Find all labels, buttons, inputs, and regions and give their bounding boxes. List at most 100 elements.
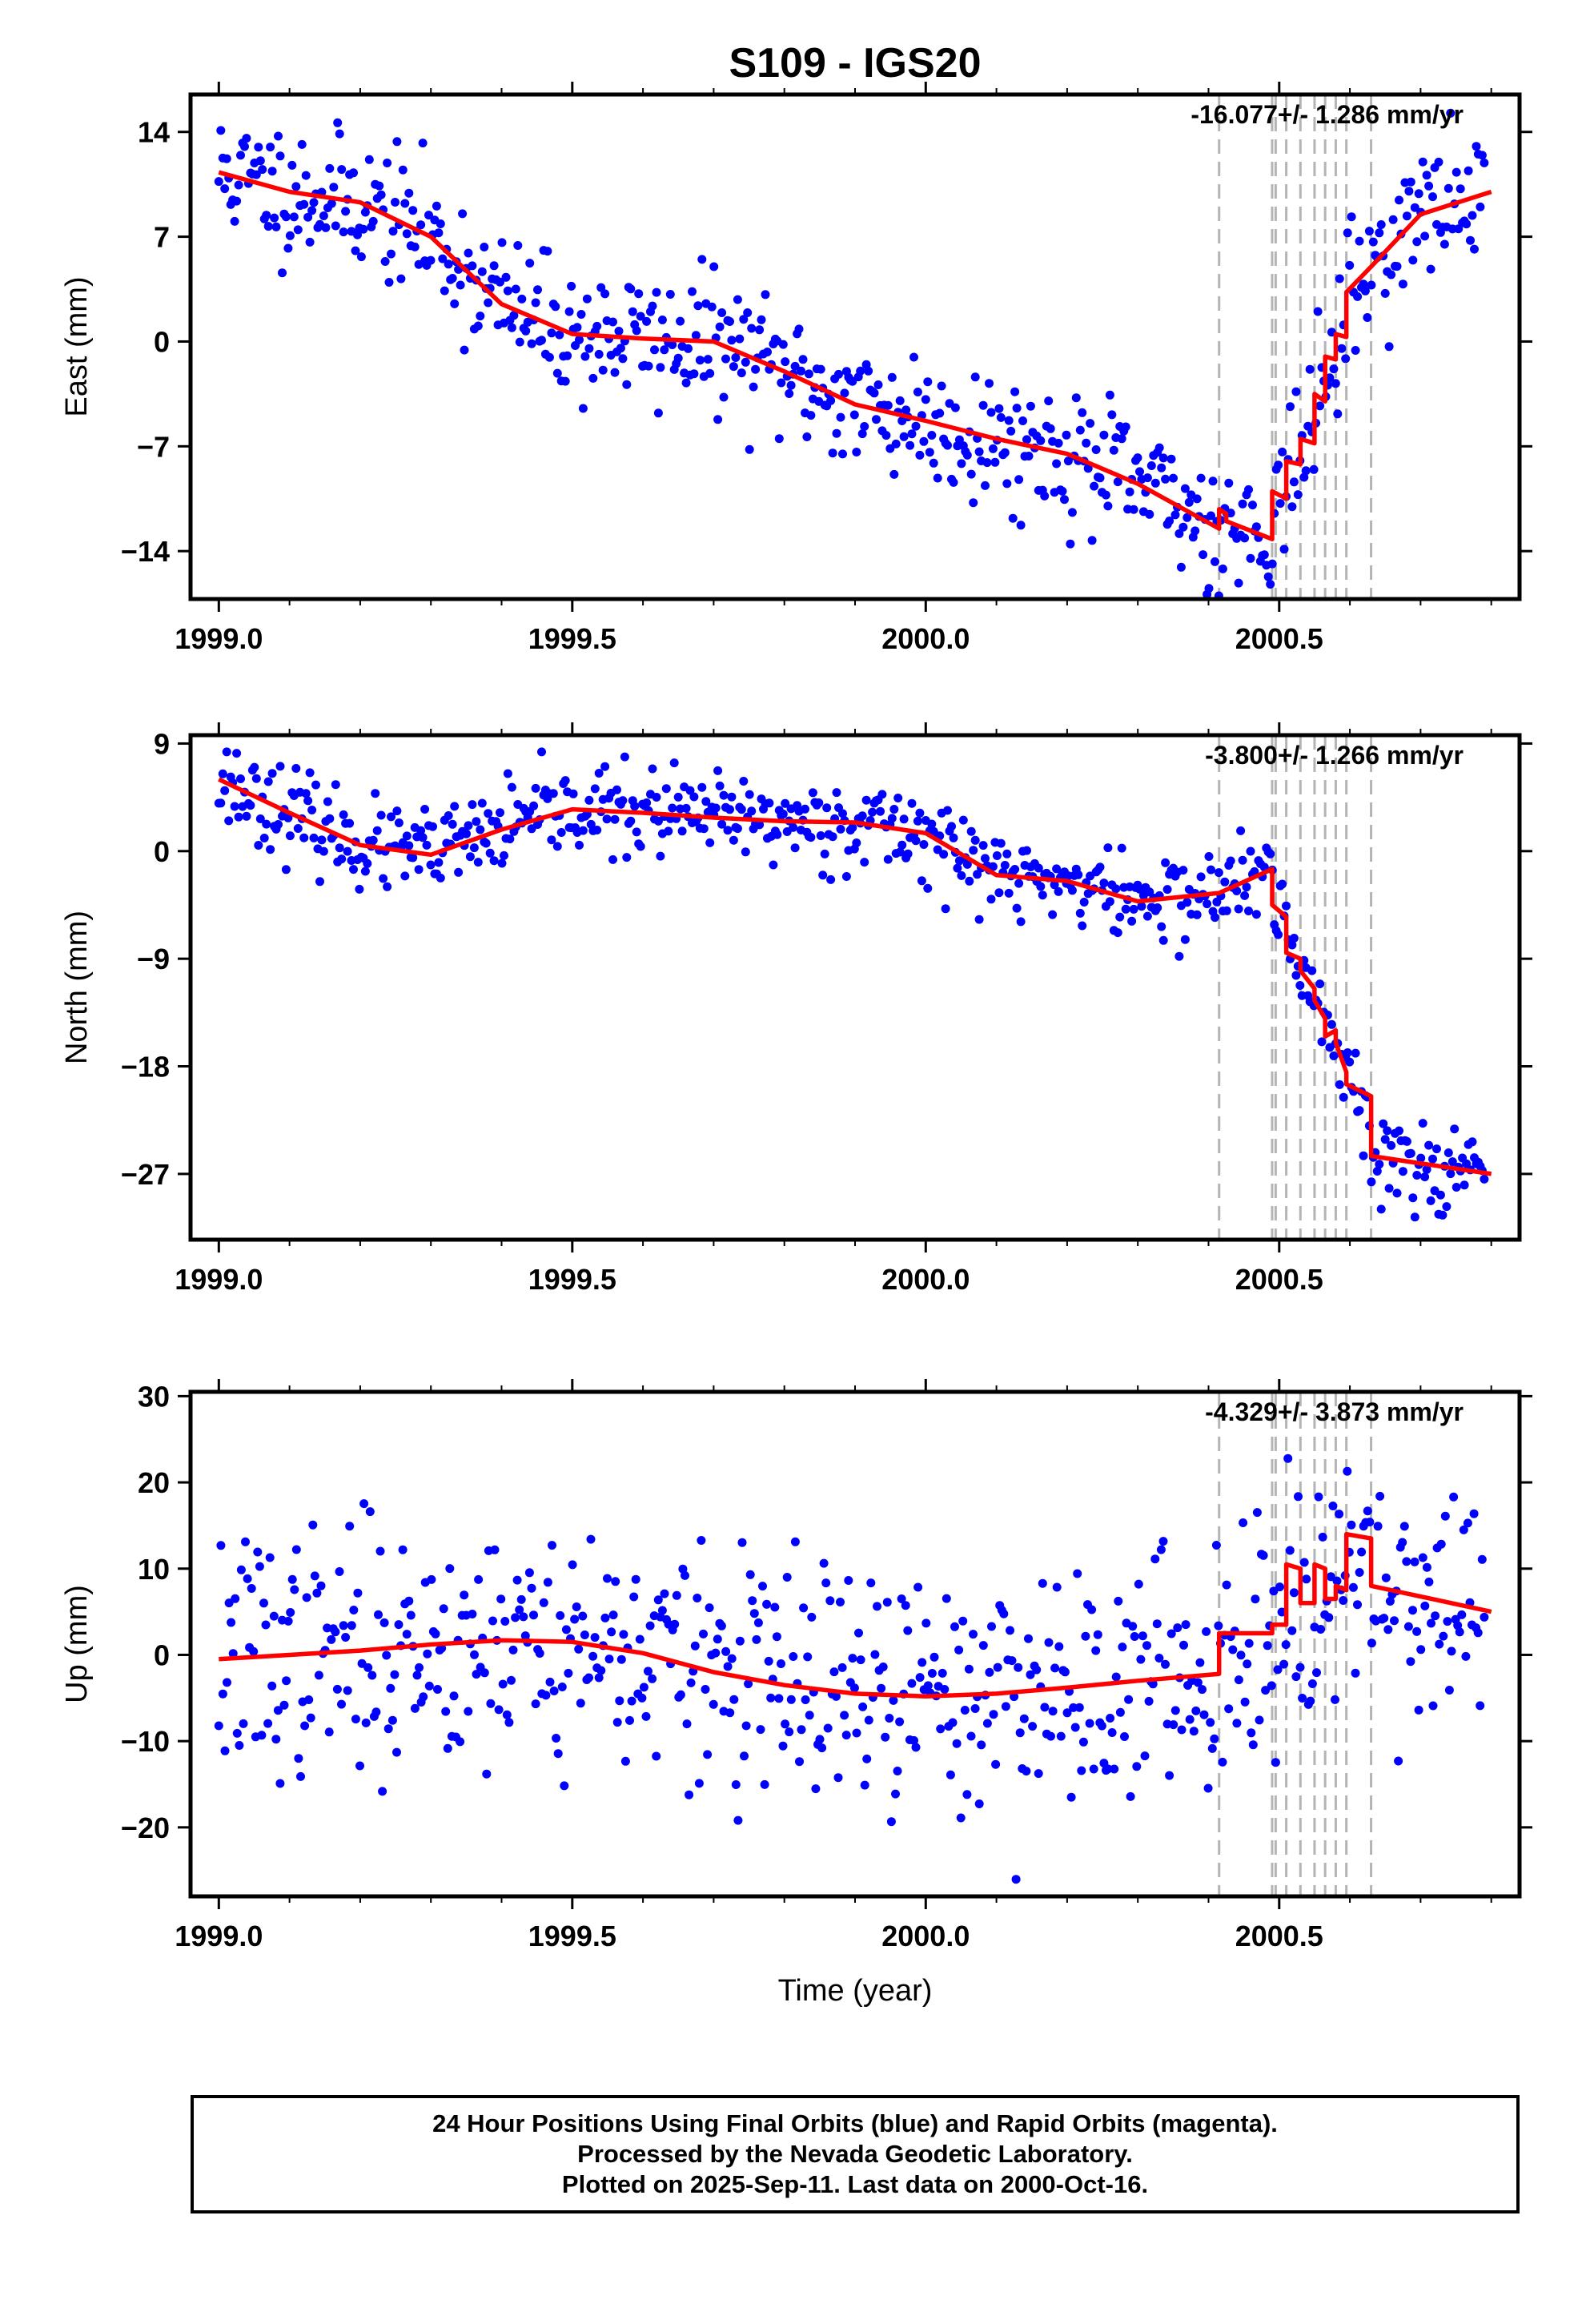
data-point bbox=[1182, 898, 1192, 907]
data-point bbox=[1161, 474, 1170, 484]
data-point bbox=[1380, 1135, 1390, 1144]
data-point bbox=[285, 831, 295, 841]
data-point bbox=[1422, 171, 1431, 180]
data-point bbox=[415, 1663, 424, 1672]
data-point bbox=[741, 847, 750, 857]
data-point bbox=[1379, 1119, 1388, 1128]
data-point bbox=[769, 860, 778, 870]
data-point bbox=[1295, 1663, 1305, 1672]
data-point bbox=[889, 805, 899, 814]
data-point bbox=[486, 1699, 496, 1708]
data-point bbox=[547, 835, 556, 845]
data-point bbox=[416, 826, 426, 835]
data-point bbox=[1243, 1659, 1252, 1669]
data-point bbox=[672, 1590, 681, 1600]
data-point bbox=[1480, 1612, 1489, 1622]
data-point bbox=[860, 422, 869, 431]
data-point bbox=[747, 324, 757, 333]
data-point bbox=[985, 1667, 994, 1677]
data-point bbox=[1022, 435, 1031, 444]
data-point bbox=[1234, 1675, 1243, 1685]
data-point bbox=[1462, 219, 1472, 229]
data-point bbox=[1353, 292, 1363, 301]
data-point bbox=[412, 1671, 422, 1680]
data-point bbox=[864, 366, 873, 376]
data-point bbox=[1022, 846, 1031, 855]
data-point bbox=[686, 1678, 696, 1687]
data-point bbox=[969, 498, 978, 508]
data-point bbox=[235, 1741, 244, 1750]
data-point bbox=[1263, 1641, 1272, 1651]
data-point bbox=[1058, 486, 1067, 496]
y-axis-label: East (mm) bbox=[60, 276, 94, 416]
data-point bbox=[668, 803, 677, 813]
data-point bbox=[477, 267, 487, 276]
data-point bbox=[392, 1747, 401, 1757]
data-point bbox=[242, 811, 251, 821]
data-point bbox=[1207, 865, 1215, 875]
data-point bbox=[1263, 572, 1273, 581]
data-point bbox=[1420, 231, 1430, 241]
data-point bbox=[309, 833, 319, 842]
data-point bbox=[1432, 1144, 1441, 1154]
data-point bbox=[1347, 1520, 1356, 1530]
data-point bbox=[1345, 260, 1355, 270]
data-point bbox=[1422, 1164, 1431, 1174]
data-point bbox=[1408, 1606, 1417, 1615]
data-point bbox=[969, 1630, 978, 1639]
data-point bbox=[752, 1634, 761, 1644]
data-point bbox=[343, 1686, 352, 1695]
data-point bbox=[685, 786, 695, 795]
data-point bbox=[531, 1699, 540, 1709]
data-point bbox=[723, 826, 733, 835]
data-point bbox=[584, 1673, 593, 1683]
data-point bbox=[756, 1725, 765, 1735]
data-point bbox=[1282, 901, 1291, 911]
data-point bbox=[564, 307, 574, 316]
data-point bbox=[378, 1787, 387, 1796]
data-point bbox=[441, 1707, 451, 1716]
data-point bbox=[275, 151, 285, 161]
data-point bbox=[283, 243, 293, 253]
data-point bbox=[1129, 904, 1138, 914]
data-point bbox=[586, 1534, 596, 1544]
data-point bbox=[255, 814, 265, 823]
data-point bbox=[386, 1683, 396, 1693]
data-point bbox=[1093, 1630, 1102, 1639]
data-point bbox=[331, 221, 340, 231]
data-point bbox=[741, 1721, 751, 1731]
data-point bbox=[1447, 1647, 1456, 1656]
data-point bbox=[351, 1715, 360, 1724]
data-point bbox=[1028, 1722, 1038, 1731]
data-point bbox=[474, 1574, 484, 1584]
data-point bbox=[484, 298, 493, 308]
data-point bbox=[1125, 487, 1134, 497]
y-tick-label: 20 bbox=[138, 1466, 170, 1499]
data-point bbox=[986, 895, 996, 904]
data-point bbox=[772, 1632, 781, 1642]
data-point bbox=[365, 1507, 375, 1517]
data-point bbox=[551, 302, 560, 312]
data-point bbox=[375, 181, 384, 191]
data-point bbox=[974, 1799, 984, 1808]
data-point bbox=[1095, 473, 1105, 483]
data-point bbox=[408, 853, 418, 862]
data-point bbox=[580, 352, 590, 361]
data-point bbox=[283, 813, 293, 822]
data-point bbox=[962, 1790, 972, 1799]
data-point bbox=[1328, 1502, 1338, 1510]
data-point bbox=[1121, 904, 1130, 914]
data-point bbox=[1414, 1705, 1423, 1715]
data-point bbox=[308, 1520, 318, 1530]
caption-line-1: 24 Hour Positions Using Final Orbits (bl… bbox=[432, 2109, 1278, 2137]
data-point bbox=[470, 1650, 479, 1659]
data-point bbox=[1015, 1728, 1025, 1738]
data-point bbox=[1192, 494, 1202, 504]
data-point bbox=[1012, 903, 1022, 913]
data-point bbox=[578, 1611, 588, 1621]
data-point bbox=[287, 160, 297, 170]
data-point bbox=[428, 822, 437, 831]
data-point bbox=[1060, 495, 1069, 505]
y-tick-label: 7 bbox=[154, 221, 170, 254]
data-point bbox=[265, 1553, 275, 1562]
